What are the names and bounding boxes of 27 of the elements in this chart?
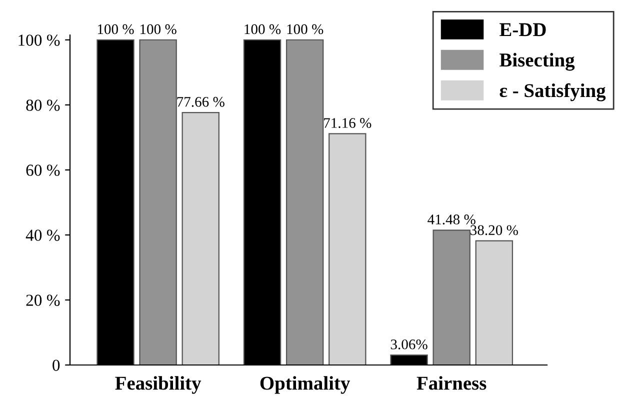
data-label: 71.16 %: [324, 118, 372, 128]
bar: [475, 240, 514, 365]
data-label: 3.06%: [390, 339, 428, 350]
bar: [182, 112, 220, 365]
bar: [328, 133, 366, 365]
x-tick-label: Fairness: [416, 376, 486, 390]
data-label: 100 %: [287, 24, 324, 34]
data-label: 38.20 %: [470, 225, 518, 236]
bar: [139, 39, 177, 365]
x-tick-label: Feasibility: [115, 376, 202, 394]
legend-label: E-DD: [500, 23, 546, 36]
y-tick-label: 40 %: [26, 230, 60, 241]
y-tick-label: 80 %: [26, 100, 60, 111]
data-label: 100 %: [244, 24, 281, 34]
x-tick-label: Optimality: [260, 376, 350, 394]
y-tick-label: 0: [52, 360, 60, 371]
data-label: 100 %: [140, 24, 176, 34]
data-label: 77.66 %: [177, 96, 224, 107]
bar: [432, 230, 470, 365]
data-label: 41.48 %: [428, 214, 476, 224]
y-tick-label: 20 %: [26, 294, 60, 306]
legend-label: Bisecting: [500, 52, 575, 71]
bar: [286, 39, 324, 365]
data-label: 100 %: [98, 24, 134, 34]
legend-label: ε - Satisfying: [500, 83, 606, 102]
y-tick-label: 60 %: [26, 164, 60, 176]
y-tick-label: 100 %: [18, 34, 60, 46]
